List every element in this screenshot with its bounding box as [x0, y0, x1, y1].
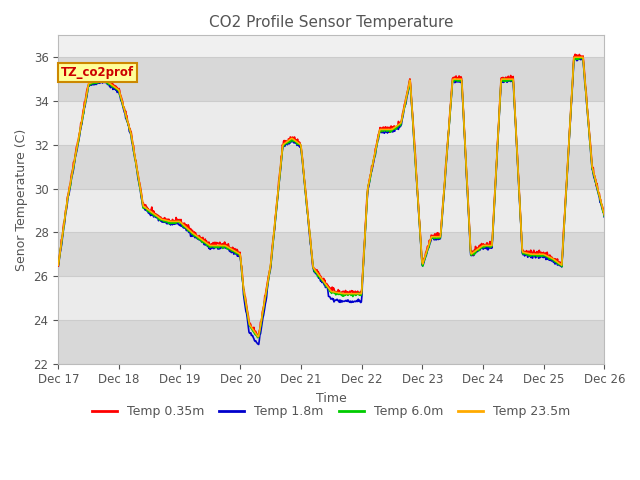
Legend: Temp 0.35m, Temp 1.8m, Temp 6.0m, Temp 23.5m: Temp 0.35m, Temp 1.8m, Temp 6.0m, Temp 2… [87, 400, 575, 423]
Text: TZ_co2prof: TZ_co2prof [61, 66, 134, 79]
Bar [58, 145, 604, 189]
Bar [58, 189, 604, 232]
X-axis label: Time: Time [316, 392, 347, 405]
Bar [58, 101, 604, 145]
Bar [58, 232, 604, 276]
Y-axis label: Senor Temperature (C): Senor Temperature (C) [15, 129, 28, 271]
Bar [58, 276, 604, 320]
Bar [58, 320, 604, 364]
Title: CO2 Profile Sensor Temperature: CO2 Profile Sensor Temperature [209, 15, 454, 30]
Bar [58, 57, 604, 101]
